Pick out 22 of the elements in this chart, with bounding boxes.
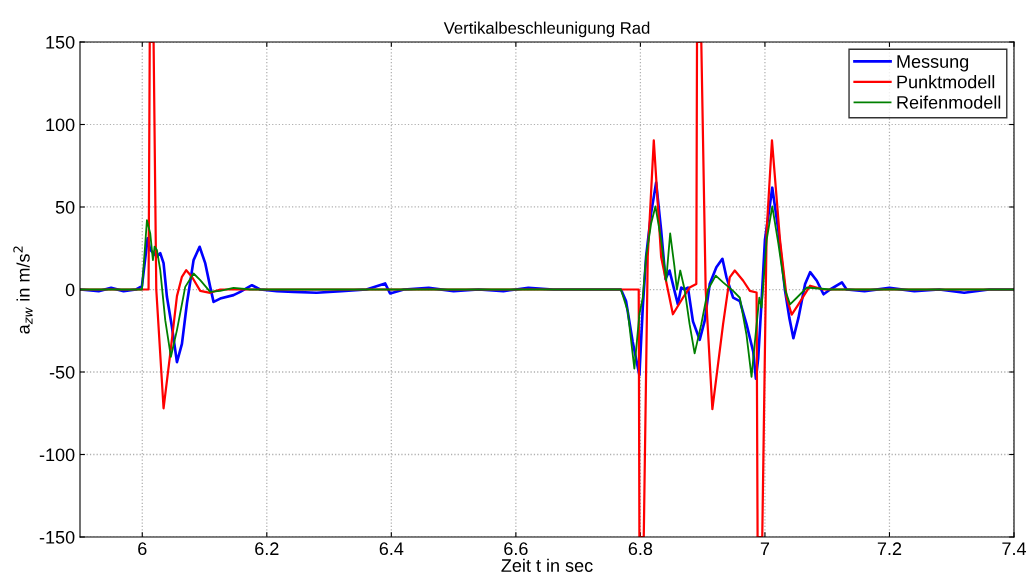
- line-series: [80, 42, 1014, 537]
- y-tick-label: 0: [65, 283, 75, 297]
- y-tick-label: -50: [49, 365, 75, 379]
- y-tick-label: -100: [39, 448, 75, 462]
- legend-label: Reifenmodell: [897, 95, 1001, 109]
- x-tick-label: 6.2: [255, 542, 279, 556]
- x-tick-label: 6.6: [504, 542, 528, 556]
- x-tick-label: 6.8: [628, 542, 653, 556]
- legend-label: Messung: [897, 55, 969, 72]
- y-tick-label: 50: [55, 200, 75, 214]
- x-tick-label: 7: [760, 542, 770, 555]
- legend-label: Punktmodell: [897, 75, 995, 89]
- x-tick-label: 6: [138, 542, 147, 556]
- y-tick-label: 100: [46, 118, 75, 132]
- x-tick-label: 7.2: [877, 542, 902, 555]
- x-tick-label: 7.4: [1002, 542, 1027, 555]
- chart-title: Vertikalbeschleunigung Rad: [443, 21, 650, 38]
- y-axis-title: a$_{zw}$ in m/s$^{2}$: [13, 246, 33, 334]
- x-axis-title: Zeit t in sec: [501, 558, 593, 572]
- y-tick-label: 150: [46, 35, 75, 49]
- y-tick-label: -150: [39, 530, 75, 544]
- x-tick-label: 6.4: [379, 542, 404, 556]
